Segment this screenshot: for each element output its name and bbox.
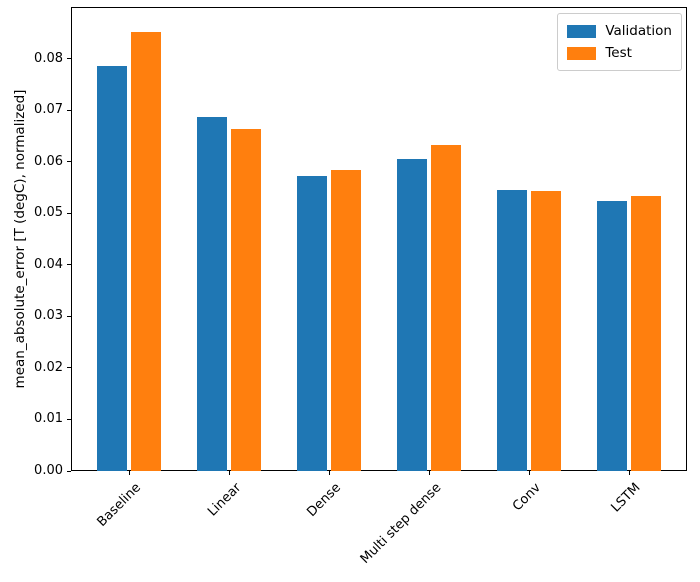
bar-test-multi-step-dense [431, 144, 461, 471]
y-tick-mark [67, 470, 71, 472]
y-tick-label: 0.02 [34, 359, 63, 375]
bar-test-lstm [631, 196, 661, 471]
x-tick-label-lstm: LSTM [608, 480, 644, 516]
bar-validation-dense [297, 176, 327, 471]
x-tick-label-dense: Dense [304, 480, 344, 520]
legend: Validation Test [557, 13, 682, 71]
x-tick-mark [328, 471, 330, 475]
bar-validation-baseline [97, 66, 127, 471]
y-tick-mark [67, 212, 71, 214]
y-tick-mark [67, 58, 71, 60]
x-tick-label-conv: Conv [509, 480, 544, 515]
plot-area [71, 7, 687, 471]
y-tick-label: 0.06 [34, 153, 63, 169]
x-tick-mark [428, 471, 430, 475]
legend-item-validation: Validation [567, 20, 672, 42]
legend-label-validation: Validation [605, 23, 672, 39]
x-tick-label-multi-step-dense: Multi step dense [357, 480, 444, 567]
x-tick-mark [528, 471, 530, 475]
y-tick-label: 0.07 [34, 102, 63, 118]
y-tick-label: 0.00 [34, 463, 63, 478]
bar-test-linear [231, 129, 261, 471]
legend-label-test: Test [605, 45, 632, 61]
legend-item-test: Test [567, 42, 672, 64]
bar-validation-multi-step-dense [397, 158, 427, 471]
bar-validation-lstm [597, 200, 627, 471]
y-tick-mark [67, 315, 71, 317]
y-tick-label: 0.05 [34, 205, 63, 221]
y-tick-mark [67, 264, 71, 266]
y-tick-mark [67, 367, 71, 369]
x-tick-mark [128, 471, 130, 475]
bar-validation-conv [497, 190, 527, 471]
y-tick-mark [67, 418, 71, 420]
x-tick-label-baseline: Baseline [94, 480, 144, 530]
bar-test-dense [331, 170, 361, 471]
y-tick-mark [67, 109, 71, 111]
bar-validation-linear [197, 117, 227, 471]
y-tick-label: 0.08 [34, 50, 63, 66]
bar-test-conv [531, 191, 561, 471]
legend-swatch-test-icon [567, 46, 597, 60]
y-tick-label: 0.04 [34, 256, 63, 272]
x-tick-mark [628, 471, 630, 475]
y-axis-label: mean_absolute_error [T (degC), normalize… [12, 89, 28, 389]
legend-swatch-validation-icon [567, 24, 597, 38]
y-tick-label: 0.01 [34, 411, 63, 427]
x-tick-mark [228, 471, 230, 475]
bar-test-baseline [131, 31, 161, 471]
y-tick-mark [67, 161, 71, 163]
y-tick-label: 0.03 [34, 308, 63, 324]
x-tick-label-linear: Linear [204, 480, 244, 520]
